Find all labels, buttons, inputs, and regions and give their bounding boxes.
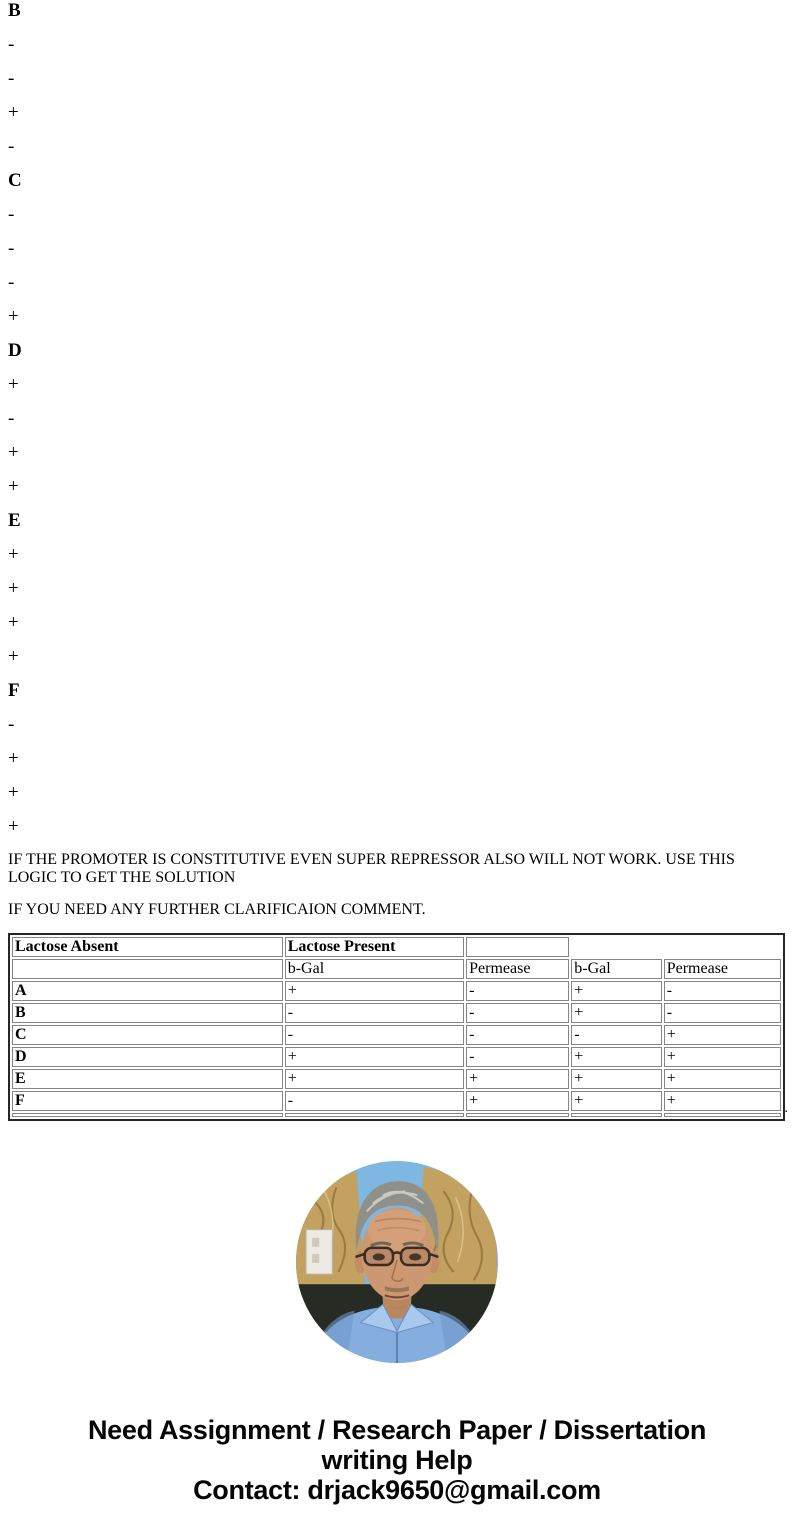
table-row: E + + + + — [12, 1069, 781, 1089]
sequence-symbol: + — [8, 102, 19, 123]
sequence-letter: B — [8, 0, 21, 21]
table-row: D + - + + — [12, 1047, 781, 1067]
sequence-symbol: + — [8, 646, 19, 667]
sequence-letter: F — [8, 680, 20, 701]
table-value-cell: + — [663, 1069, 781, 1089]
portrait-image — [296, 1161, 498, 1363]
promoter-note: IF THE PROMOTER IS CONSTITUTIVE EVEN SUP… — [8, 851, 735, 886]
table-row: B - - + - — [12, 1003, 781, 1023]
wall-switch-plate — [305, 1229, 333, 1275]
table-empty-cell — [12, 1113, 283, 1117]
face — [354, 1207, 440, 1310]
sequence-symbol: - — [8, 204, 15, 225]
table-value-cell: + — [571, 1091, 662, 1111]
table-trailing-period: . — [784, 1101, 789, 1116]
contact-email-line: Contact: drjack9650@gmail.com — [193, 1475, 601, 1505]
table-header-cell: Lactose Present — [284, 937, 465, 957]
table-value-cell: + — [466, 1069, 570, 1089]
table-value-cell: + — [284, 1069, 465, 1089]
table-empty-cell — [571, 1113, 662, 1117]
table-value-cell: + — [571, 1003, 662, 1023]
table-header-cell: Lactose Absent — [12, 937, 283, 957]
table-value-cell: + — [663, 1025, 781, 1045]
table-value-cell: + — [284, 1047, 465, 1067]
table-value-cell: + — [466, 1091, 570, 1111]
row-label-cell: A — [12, 981, 283, 1001]
table-subheader-cell: b-Gal — [571, 959, 662, 979]
row-label-cell: B — [12, 1003, 283, 1023]
table-row: b-Gal Permease b-Gal Permease — [12, 959, 781, 979]
contact-banner: Need Assignment / Research Paper / Disse… — [8, 1415, 786, 1505]
results-table: Lactose Absent Lactose Present b-Gal Permea… — [8, 933, 785, 1121]
sequence-symbol: - — [8, 272, 15, 293]
sequence-symbol: + — [8, 306, 19, 327]
contact-banner-line1: Need Assignment / Research Paper / Disse… — [87, 1415, 707, 1445]
row-label-cell: C — [12, 1025, 283, 1045]
table-empty-cell — [663, 1113, 781, 1117]
shirt-collar — [359, 1303, 435, 1334]
hair — [355, 1181, 439, 1254]
clarification-note: IF YOU NEED ANY FURTHER CLARIFICAION COM… — [8, 901, 426, 918]
table-value-cell: - — [571, 1025, 662, 1045]
table-value-cell: - — [466, 1003, 570, 1023]
row-label-cell: F — [12, 1091, 283, 1111]
sequence-symbol: - — [8, 238, 15, 259]
table-subheader-cell: Permease — [466, 959, 570, 979]
sequence-symbol: + — [8, 578, 19, 599]
symbol-sequence: B - - + - C - - - + D + - + + E + + + + F - + + + — [8, 1, 786, 837]
sequence-symbol: - — [8, 136, 15, 157]
sequence-symbol: + — [8, 544, 19, 565]
table-value-cell: + — [663, 1047, 781, 1067]
sequence-symbol: + — [8, 374, 19, 395]
table-row — [12, 1113, 781, 1117]
table-row: C - - - + — [12, 1025, 781, 1045]
sequence-symbol: + — [8, 748, 19, 769]
table-value-cell: + — [663, 1091, 781, 1111]
sequence-symbol: - — [8, 408, 15, 429]
sequence-symbol: + — [8, 476, 19, 497]
sequence-symbol: - — [8, 34, 15, 55]
table-header-cell — [466, 937, 570, 957]
sequence-symbol: + — [8, 782, 19, 803]
sequence-letter: C — [8, 170, 22, 191]
table-subheader-cell — [12, 959, 283, 979]
glasses — [355, 1246, 439, 1267]
table-value-cell: - — [466, 1047, 570, 1067]
table-empty-cell — [466, 1113, 570, 1117]
row-label-cell: D — [12, 1047, 283, 1067]
table-value-cell: + — [571, 1047, 662, 1067]
portrait-photo — [296, 1161, 498, 1363]
table-value-cell: - — [663, 1003, 781, 1023]
table-value-cell: - — [284, 1025, 465, 1045]
table-value-cell: - — [663, 981, 781, 1001]
row-label-cell: E — [12, 1069, 283, 1089]
table-subheader-cell: b-Gal — [284, 959, 465, 979]
table-value-cell: + — [284, 981, 465, 1001]
sequence-symbol: + — [8, 442, 19, 463]
table-row: F - + + + — [12, 1091, 781, 1111]
table-value-cell: + — [571, 1069, 662, 1089]
sequence-symbol: + — [8, 612, 19, 633]
sequence-symbol: - — [8, 68, 15, 89]
results-table-wrap: Lactose Absent Lactose Present b-Gal Permea… — [8, 933, 788, 1121]
table-value-cell: - — [284, 1091, 465, 1111]
table-value-cell: - — [466, 1025, 570, 1045]
sequence-letter: E — [8, 510, 21, 531]
table-row: Lactose Absent Lactose Present — [12, 937, 781, 957]
table-subheader-cell: Permease — [663, 959, 781, 979]
table-value-cell: + — [571, 981, 662, 1001]
table-row: A + - + - — [12, 981, 781, 1001]
table-value-cell: - — [466, 981, 570, 1001]
contact-banner-line2: writing Help — [321, 1445, 473, 1475]
sequence-symbol: - — [8, 714, 15, 735]
sequence-letter: D — [8, 340, 22, 361]
sequence-symbol: + — [8, 816, 19, 837]
table-empty-cell — [284, 1113, 465, 1117]
table-value-cell: - — [284, 1003, 465, 1023]
